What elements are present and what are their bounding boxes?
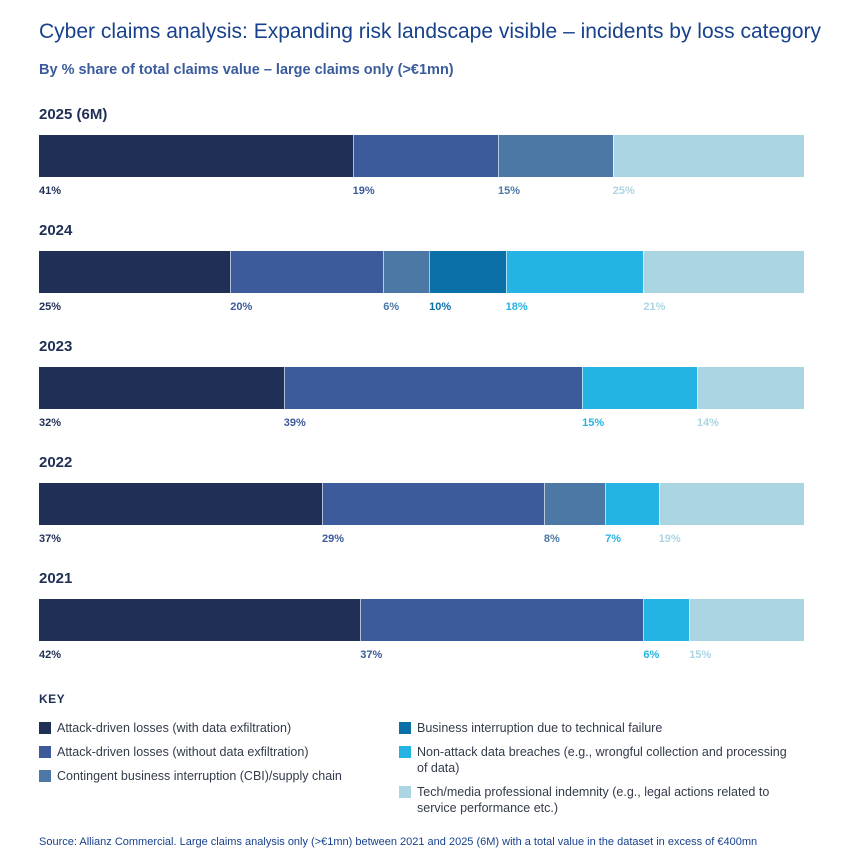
bar-segment-2023-1 xyxy=(39,367,284,409)
key-label: Attack-driven losses (with data exfiltra… xyxy=(57,721,292,735)
data-label-2025-6m-3: 15% xyxy=(498,185,521,197)
key-item-attack-without-exfiltration: Attack-driven losses (without data exfil… xyxy=(39,744,379,760)
data-label-2023-5: 15% xyxy=(582,417,605,429)
data-label-2022-6: 19% xyxy=(658,533,681,545)
data-label-2023-2: 39% xyxy=(283,417,306,429)
key-item-bi-technical-failure: Business interruption due to technical f… xyxy=(399,720,799,736)
bar-segment-2023-2 xyxy=(283,367,583,409)
data-label-2022-1: 37% xyxy=(39,533,62,545)
data-label-2024-3: 6% xyxy=(383,301,400,313)
bar-2021 xyxy=(39,599,804,641)
key-label: Tech/media professional indemnity (e.g.,… xyxy=(417,785,770,815)
key-swatch xyxy=(399,786,411,798)
data-label-2025-6m-6: 25% xyxy=(612,185,635,197)
key-swatch xyxy=(399,746,411,758)
year-label-2023: 2023 xyxy=(39,338,73,355)
bar-segment-2022-3 xyxy=(543,483,606,525)
data-label-2024-4: 10% xyxy=(429,301,452,313)
data-label-2023-1: 32% xyxy=(39,417,62,429)
bar-segment-2023-5 xyxy=(582,367,697,409)
bar-segment-2021-5 xyxy=(643,599,690,641)
data-label-2025-6m-2: 19% xyxy=(352,185,375,197)
bar-segment-2021-6 xyxy=(689,599,804,641)
bar-2023 xyxy=(39,367,804,409)
chart-subtitle: By % share of total claims value – large… xyxy=(39,62,454,78)
data-label-2024-2: 20% xyxy=(230,301,253,313)
bar-segment-2022-6 xyxy=(658,483,804,525)
bar-segment-2024-2 xyxy=(230,251,384,293)
key-label: Non-attack data breaches (e.g., wrongful… xyxy=(417,745,787,775)
bar-segment-2022-5 xyxy=(605,483,659,525)
key-swatch xyxy=(39,770,51,782)
bar-2024 xyxy=(39,251,804,293)
bar-segment-2024-4 xyxy=(429,251,506,293)
bar-segment-2021-1 xyxy=(39,599,361,641)
bar-2025-6m xyxy=(39,135,804,177)
key-item-attack-with-exfiltration: Attack-driven losses (with data exfiltra… xyxy=(39,720,379,736)
bar-segment-2025-6m-6 xyxy=(612,135,804,177)
year-label-2021: 2021 xyxy=(39,570,73,587)
bar-segment-2024-6 xyxy=(643,251,804,293)
year-label-2025-6m: 2025 (6M) xyxy=(39,106,108,123)
bar-segment-2022-1 xyxy=(39,483,323,525)
chart-title: Cyber claims analysis: Expanding risk la… xyxy=(39,20,822,43)
data-label-2024-6: 21% xyxy=(643,301,666,313)
data-label-2022-5: 7% xyxy=(605,533,621,545)
year-label-2022: 2022 xyxy=(39,454,73,471)
key-item-non-attack-data-breaches: Non-attack data breaches (e.g., wrongful… xyxy=(399,744,799,776)
key-item-cbi-supply-chain: Contingent business interruption (CBI)/s… xyxy=(39,768,379,784)
key-label: Attack-driven losses (without data exfil… xyxy=(57,745,309,759)
data-label-2021-2: 37% xyxy=(360,649,383,661)
bar-2022 xyxy=(39,483,804,525)
key-swatch xyxy=(39,722,51,734)
key-label: Business interruption due to technical f… xyxy=(417,721,663,735)
bar-segment-2023-6 xyxy=(696,367,804,409)
data-label-2024-5: 18% xyxy=(505,301,528,313)
year-label-2024: 2024 xyxy=(39,222,73,239)
data-label-2024-1: 25% xyxy=(39,301,62,313)
data-label-2021-6: 15% xyxy=(689,649,712,661)
bar-segment-2022-2 xyxy=(322,483,544,525)
key-label: Contingent business interruption (CBI)/s… xyxy=(57,769,342,783)
bar-segment-2025-6m-3 xyxy=(498,135,613,177)
key-heading: KEY xyxy=(39,692,66,706)
data-label-2022-2: 29% xyxy=(322,533,345,545)
data-label-2022-3: 8% xyxy=(543,533,560,545)
key-item-tech-media-pi: Tech/media professional indemnity (e.g.,… xyxy=(399,784,799,816)
bar-segment-2025-6m-1 xyxy=(39,135,353,177)
bar-segment-2025-6m-2 xyxy=(352,135,498,177)
data-label-2023-6: 14% xyxy=(696,417,719,429)
data-label-2021-1: 42% xyxy=(39,649,62,661)
source-note: Source: Allianz Commercial. Large claims… xyxy=(39,836,758,848)
bar-segment-2024-5 xyxy=(505,251,644,293)
data-label-2025-6m-1: 41% xyxy=(39,185,62,197)
bar-segment-2024-1 xyxy=(39,251,231,293)
data-label-2021-5: 6% xyxy=(643,649,660,661)
bar-segment-2024-3 xyxy=(383,251,430,293)
key-swatch xyxy=(399,722,411,734)
bar-segment-2021-2 xyxy=(360,599,644,641)
key-swatch xyxy=(39,746,51,758)
